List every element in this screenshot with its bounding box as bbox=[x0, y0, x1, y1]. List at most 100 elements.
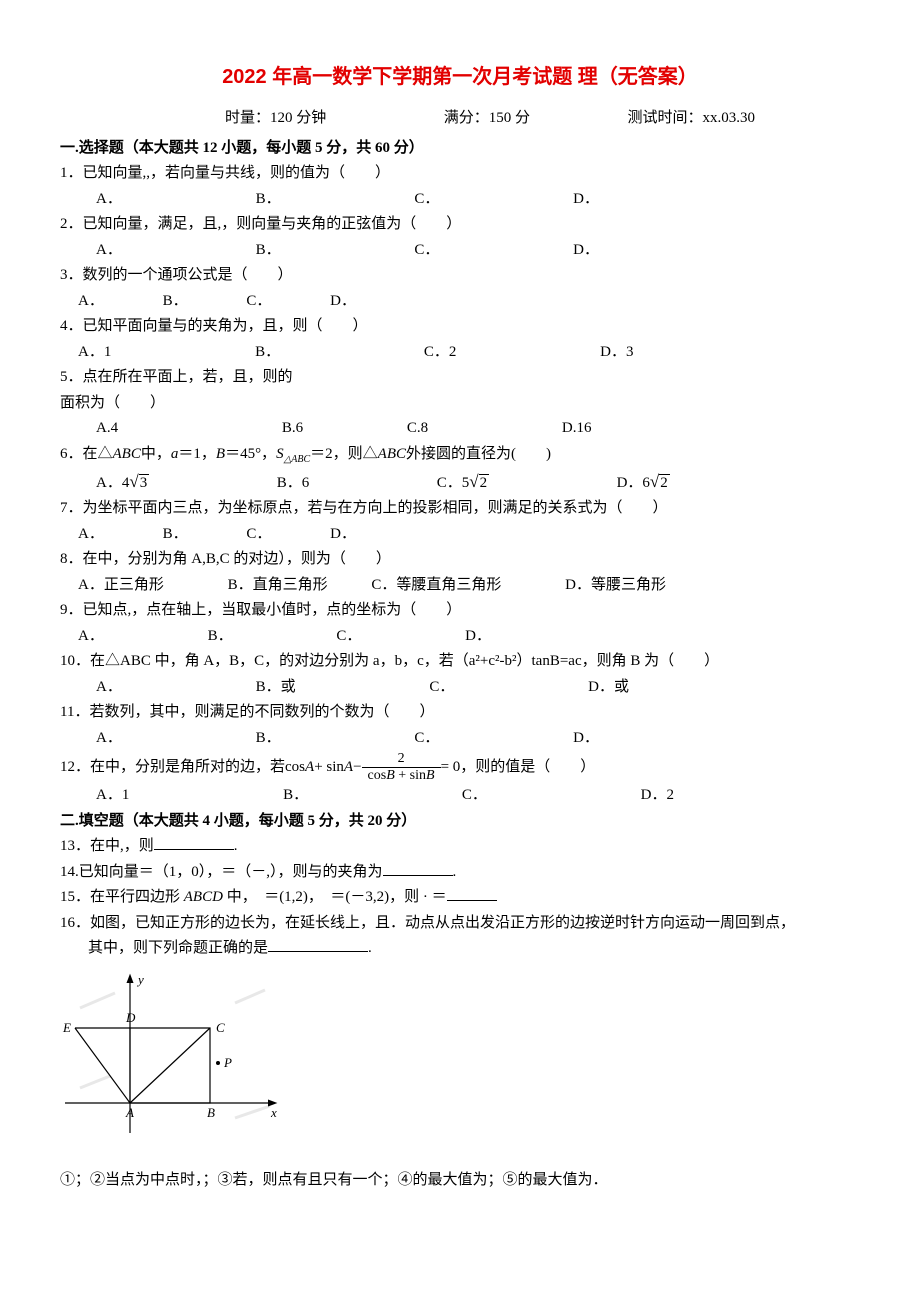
q4-A: A．1 bbox=[78, 340, 111, 366]
q12-C: C． bbox=[462, 783, 487, 809]
q9-D: D． bbox=[465, 624, 491, 650]
q3-D: D． bbox=[330, 289, 356, 315]
blank bbox=[154, 834, 234, 850]
q11-C: C． bbox=[414, 726, 439, 752]
q14: 14.已知向量＝（1，0），＝（－,），则与的夹角为. bbox=[60, 860, 860, 886]
q8-D: D．等腰三角形 bbox=[565, 573, 666, 599]
q4-D: D．3 bbox=[600, 340, 633, 366]
blank bbox=[383, 860, 453, 876]
meta-testtime: 测试时间：xx.03.30 bbox=[628, 106, 756, 132]
q1-A: A． bbox=[96, 187, 122, 213]
q10-A: A． bbox=[96, 675, 122, 701]
q2-A: A． bbox=[96, 238, 122, 264]
q6-C: C．5√2 bbox=[437, 468, 489, 497]
q4-stem: 4．已知平面向量与的夹角为，且，则（ ） bbox=[60, 314, 860, 340]
q5-l2: 面积为（ ） bbox=[60, 391, 860, 417]
q1-C: C． bbox=[414, 187, 439, 213]
q10-stem: 10．在△ABC 中，角 A，B，C，的对边分别为 a，b，c，若（a²+c²‑… bbox=[60, 649, 860, 675]
q5-l1: 5．点在所在平面上，若，且，则的 bbox=[60, 365, 860, 391]
geometry-diagram: A B C D E Px y bbox=[60, 968, 290, 1138]
q7-D: D． bbox=[330, 522, 356, 548]
q10-opts: A． B．或 C． D．或 bbox=[60, 675, 860, 701]
q2-stem: 2．已知向量，满足，且,，则向量与夹角的正弦值为（ ） bbox=[60, 212, 860, 238]
section-2-head: 二.填空题（本大题共 4 小题，每小题 5 分，共 20 分） bbox=[60, 809, 860, 835]
q8-opts: A．正三角形 B．直角三角形 C．等腰直角三角形 D．等腰三角形 bbox=[60, 573, 860, 599]
q3-opts: A． B． C． D． bbox=[60, 289, 860, 315]
meta-time: 时量：120 分钟 bbox=[225, 106, 326, 132]
svg-text:y: y bbox=[136, 972, 144, 987]
q2-opts: A． B． C． D． bbox=[60, 238, 860, 264]
blank bbox=[447, 885, 497, 901]
q16-l2: 其中，则下列命题正确的是. bbox=[60, 936, 860, 962]
q12-opts: A．1 B． C． D．2 bbox=[60, 783, 860, 809]
section-1-head: 一.选择题（本大题共 12 小题，每小题 5 分，共 60 分） bbox=[60, 136, 860, 162]
q6-opts: A．4√3 B．6 C．5√2 D．6√2 bbox=[60, 468, 860, 497]
q13: 13．在中,，则. bbox=[60, 834, 860, 860]
q6-A: A．4√3 bbox=[96, 468, 149, 497]
q8-A: A．正三角形 bbox=[78, 573, 164, 599]
q15: 15．在平行四边形 ABCD 中， ＝(1,2)， ＝(－3,2)，则 · ＝ bbox=[60, 885, 860, 911]
q6-stem: 6．在△ABC中，a＝1，B＝45°，S△ABC＝2，则△ABC外接圆的直径为(… bbox=[60, 442, 860, 468]
q9-stem: 9．已知点,，点在轴上，当取最小值时，点的坐标为（ ） bbox=[60, 598, 860, 624]
q6-D: D．6√2 bbox=[617, 468, 670, 497]
q1-B: B． bbox=[256, 187, 281, 213]
q1-D: D． bbox=[573, 187, 599, 213]
svg-text:B: B bbox=[207, 1105, 215, 1120]
q2-B: B． bbox=[256, 238, 281, 264]
q8-B: B．直角三角形 bbox=[228, 573, 328, 599]
q9-A: A． bbox=[78, 624, 104, 650]
q6-B: B．6 bbox=[277, 471, 310, 497]
blank bbox=[268, 936, 368, 952]
q12-B: B． bbox=[283, 783, 308, 809]
q16-figure: A B C D E Px y bbox=[60, 968, 290, 1138]
q2-D: D． bbox=[573, 238, 599, 264]
q10-D: D．或 bbox=[588, 675, 629, 701]
q3-B: B． bbox=[163, 289, 188, 315]
q9-C: C． bbox=[336, 624, 361, 650]
svg-text:A: A bbox=[125, 1105, 134, 1120]
q16-options: ①；②当点为中点时，；③若，则点有且只有一个；④的最大值为；⑤的最大值为． bbox=[60, 1168, 860, 1194]
q5-A: A.4 bbox=[96, 416, 118, 442]
q7-A: A． bbox=[78, 522, 104, 548]
q12-stem: 12．在中，分别是角所对的边，若 cosA + sinA − 2 cosB + … bbox=[60, 751, 860, 783]
q7-C: C． bbox=[246, 522, 271, 548]
q4-B: B． bbox=[255, 340, 280, 366]
svg-text:x: x bbox=[270, 1105, 277, 1120]
q7-B: B． bbox=[163, 522, 188, 548]
q2-C: C． bbox=[414, 238, 439, 264]
q1-stem: 1．已知向量,,，若向量与共线，则的值为（ ） bbox=[60, 161, 860, 187]
q10-B: B．或 bbox=[256, 675, 296, 701]
q11-opts: A． B． C． D． bbox=[60, 726, 860, 752]
svg-text:D: D bbox=[125, 1010, 136, 1025]
q16-l1: 16．如图，已知正方形的边长为，在延长线上，且．动点从点出发沿正方形的边按逆时针… bbox=[60, 911, 860, 937]
q12-D: D．2 bbox=[641, 783, 674, 809]
q4-opts: A．1 B． C．2 D．3 bbox=[60, 340, 860, 366]
q12-A: A．1 bbox=[96, 783, 129, 809]
q11-stem: 11．若数列，其中，则满足的不同数列的个数为（ ） bbox=[60, 700, 860, 726]
q8-C: C．等腰直角三角形 bbox=[371, 573, 501, 599]
q9-B: B． bbox=[208, 624, 233, 650]
q5-D: D.16 bbox=[562, 416, 592, 442]
q5-C: C.8 bbox=[407, 416, 428, 442]
svg-text:C: C bbox=[216, 1020, 225, 1035]
q3-C: C． bbox=[246, 289, 271, 315]
meta-line: 时量：120 分钟 满分：150 分 测试时间：xx.03.30 bbox=[60, 106, 860, 132]
q8-stem: 8．在中，分别为角 A,B,C 的对边），则为（ ） bbox=[60, 547, 860, 573]
q11-B: B． bbox=[256, 726, 281, 752]
q3-stem: 3．数列的一个通项公式是（ ） bbox=[60, 263, 860, 289]
q7-stem: 7．为坐标平面内三点，为坐标原点，若与在方向上的投影相同，则满足的关系式为（ ） bbox=[60, 496, 860, 522]
q3-A: A． bbox=[78, 289, 104, 315]
q9-opts: A． B． C． D． bbox=[60, 624, 860, 650]
q11-A: A． bbox=[96, 726, 122, 752]
svg-text:E: E bbox=[62, 1020, 71, 1035]
q1-opts: A． B． C． D． bbox=[60, 187, 860, 213]
q7-opts: A． B． C． D． bbox=[60, 522, 860, 548]
fraction: 2 cosB + sinB bbox=[362, 751, 441, 783]
svg-text:P: P bbox=[223, 1055, 232, 1070]
q4-C: C．2 bbox=[424, 340, 457, 366]
q5-opts: A.4 B.6 C.8 D.16 bbox=[60, 416, 860, 442]
meta-full: 满分：150 分 bbox=[444, 106, 530, 132]
q10-C: C． bbox=[429, 675, 454, 701]
doc-title: 2022 年高一数学下学期第一次月考试题 理（无答案） bbox=[60, 60, 860, 94]
q11-D: D． bbox=[573, 726, 599, 752]
